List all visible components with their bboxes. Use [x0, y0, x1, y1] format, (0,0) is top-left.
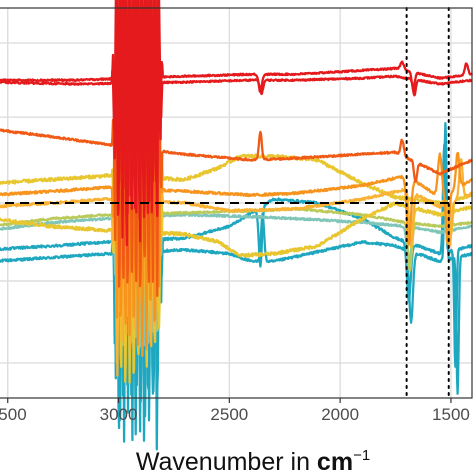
spectrum-series-line	[0, 82, 473, 348]
x-tick-label: 2000	[321, 405, 359, 424]
x-axis-label-prefix: Wavenumber in	[136, 448, 317, 474]
x-tick-label: 3500	[0, 405, 27, 424]
x-tick-labels: 3500 3000 2500 2000 1500	[0, 405, 470, 424]
spectrum-series-line	[0, 53, 473, 451]
x-tick-label: 3000	[100, 405, 138, 424]
x-axis-label: Wavenumber in cm−1	[136, 447, 370, 474]
spectrum-series-line	[0, 67, 473, 384]
spectrum-series-line	[0, 0, 473, 243]
spectrum-series-line	[0, 38, 473, 443]
spectrum-series-line	[0, 21, 473, 332]
x-tick-label: 2500	[210, 405, 248, 424]
spectrum-series-line	[0, 32, 473, 377]
spectrum-series-line	[0, 16, 474, 357]
reference-lines	[0, 7, 472, 399]
x-axis-label-unit: cm	[317, 448, 353, 474]
spectrum-series-line	[0, 0, 474, 247]
x-tick-marks	[7, 398, 452, 403]
x-axis-label-exponent: −1	[353, 447, 370, 464]
spectrum-series-line	[0, 0, 473, 298]
x-tick-label: 1500	[432, 405, 470, 424]
series-layer	[0, 0, 474, 451]
plot-frame	[0, 7, 473, 399]
